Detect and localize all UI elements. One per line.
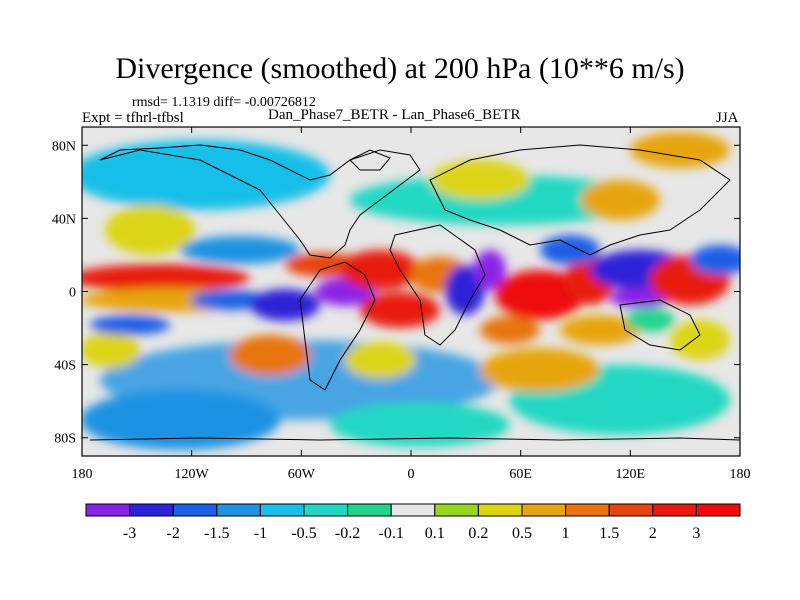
colorbar-label: 2 (649, 525, 657, 542)
colorbar-label: 3 (692, 525, 700, 542)
case-comparison-label: Dan_Phase7_BETR - Lan_Phase6_BETR (268, 107, 521, 123)
colorbar-swatch (565, 503, 610, 517)
colorbar-label: -0.1 (379, 525, 404, 542)
lat-label: 80S (54, 432, 76, 447)
chart-title: Divergence (smoothed) at 200 hPa (10**6 … (115, 52, 685, 85)
coastlines (89, 144, 740, 441)
lon-label: 60W (288, 467, 316, 482)
colorbar-label: -2 (167, 525, 180, 542)
colorbar-swatch (216, 503, 261, 517)
lon-label: 120E (616, 467, 646, 482)
lon-label: 120W (175, 467, 210, 482)
colorbar-swatch (129, 503, 174, 517)
colorbar-swatch (608, 503, 654, 517)
stats-line: rmsd= 1.1319 diff= -0.00726812 (132, 95, 316, 110)
latitude-axis: 80N 40N 0 40S 80S (52, 139, 740, 447)
colorbar-label: 0.5 (512, 525, 532, 542)
colorbar-label: 1.5 (599, 525, 619, 542)
colorbar-swatch (477, 503, 523, 517)
colorbar-swatch (259, 503, 305, 517)
colorbar-swatch (172, 503, 218, 517)
colorbar-swatch (434, 503, 479, 517)
divergence-field (82, 127, 740, 456)
colorbar-swatch (652, 503, 697, 517)
longitude-axis: 180 120W 60W 0 60E 120E 180 (72, 127, 751, 482)
colorbar-swatch (85, 503, 131, 517)
colorbar-label: -0.2 (335, 525, 360, 542)
lat-label: 0 (69, 286, 76, 301)
colorbar-label: -1 (254, 525, 267, 542)
lon-label: 180 (72, 467, 93, 482)
colorbar-swatch (303, 503, 349, 517)
lon-label: 60E (509, 467, 532, 482)
colorbar-swatch (347, 503, 392, 517)
colorbar-label: -3 (123, 525, 136, 542)
lon-label: 0 (408, 467, 415, 482)
colorbar-swatch (695, 503, 741, 517)
lat-label: 80N (52, 139, 76, 154)
colorbar-label: -1.5 (204, 525, 229, 542)
colorbar-swatch (521, 503, 567, 517)
colorbar-label: -0.5 (291, 525, 316, 542)
lat-label: 40S (54, 359, 76, 374)
colorbar-label: 1 (562, 525, 570, 542)
colorbar-label: 0.1 (425, 525, 445, 542)
lat-label: 40N (52, 212, 76, 227)
season-label: JJA (716, 110, 739, 126)
colorbar-swatch (390, 503, 436, 517)
lon-label: 180 (730, 467, 751, 482)
colorbar: -3 -2 -1.5 -1 -0.5 -0.2 -0.1 0.1 0.2 0.5 1 1.5 2 3 (85, 503, 741, 542)
experiment-label: Expt = tfhrl-tfbsl (82, 110, 184, 126)
colorbar-label: 0.2 (468, 525, 488, 542)
